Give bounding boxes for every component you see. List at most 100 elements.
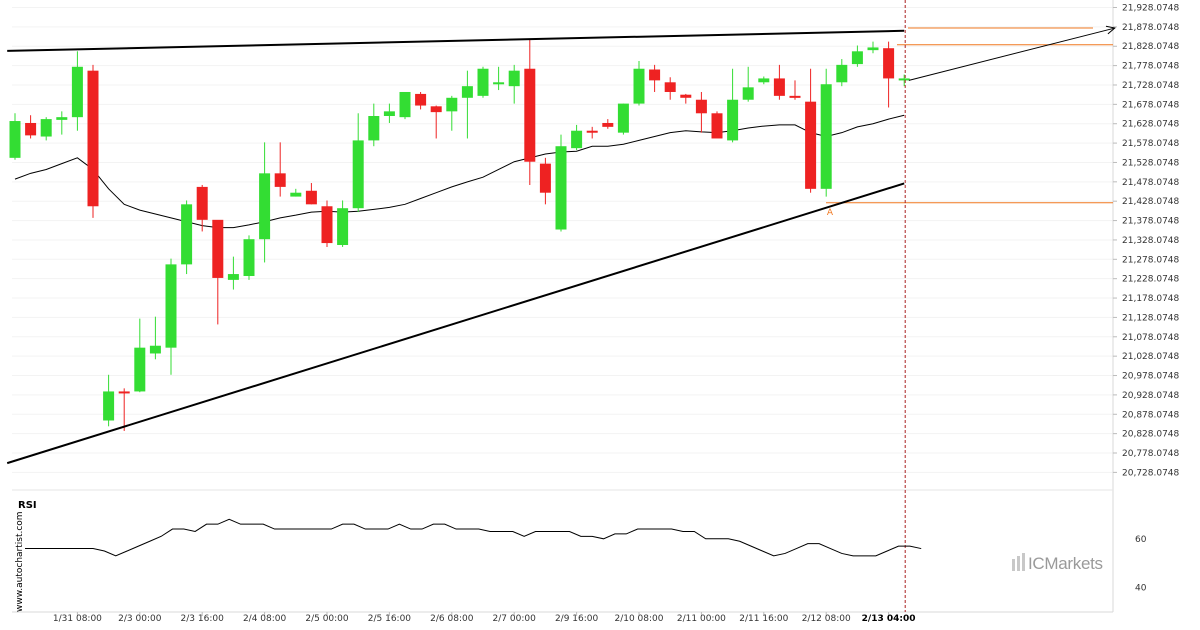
candle-body [758,78,770,83]
bullish-candle [477,66,489,98]
candle-body [851,51,863,65]
y-axis-labels: 21,928.0748 21,878.0748 21,828.0748 21,778.… [1113,4,1180,478]
moving-average-line [14,114,905,229]
y-tick-label: 21,328.0748 [1122,236,1180,246]
candle-body [227,274,239,280]
y-tick-label: 20,828.0748 [1122,430,1180,440]
annotations: A [827,208,834,218]
trend-lines [6,25,1116,465]
candle-body [867,47,879,51]
bullish-candle [337,200,349,247]
x-tick-label: 2/3 00:00 [118,614,162,624]
candle-body [898,78,910,81]
candle-body [134,347,146,392]
candle-body [196,186,208,220]
brand-bar-icon [1017,556,1020,571]
bullish-candle [227,256,239,290]
bullish-candle [758,76,770,85]
candle-body [305,190,317,205]
bullish-candle [633,60,645,106]
candle-body [602,122,614,127]
pattern-point-label: A [827,208,834,218]
bullish-candle [836,59,848,87]
candle-body [711,113,723,139]
y-tick-label: 21,778.0748 [1122,62,1180,72]
bearish-candle [415,91,427,110]
bearish-candle [196,184,208,232]
y-tick-label: 21,178.0748 [1122,294,1180,304]
bearish-candle [711,111,723,139]
y-tick-label: 21,828.0748 [1122,42,1180,52]
candle-body [571,130,583,149]
y-tick-label: 21,478.0748 [1122,178,1180,188]
x-tick-label: 2/11 00:00 [677,614,726,624]
brand-logo: ICMarkets [1012,553,1103,573]
y-tick-label: 21,878.0748 [1122,23,1180,33]
bearish-candle [274,142,286,197]
y-tick-label: 20,928.0748 [1122,391,1180,401]
x-tick-label: 2/6 08:00 [430,614,474,624]
x-tick-label: 1/31 08:00 [53,614,102,624]
y-tick-label: 21,678.0748 [1122,100,1180,110]
bullish-candle [352,113,364,213]
candle-body [742,87,754,100]
candle-body [555,146,567,230]
bullish-candle [820,68,832,197]
bullish-candle [493,66,505,91]
projection-arrow-icon [1105,25,1116,35]
candle-body [508,70,520,87]
bullish-candle [368,103,380,147]
bullish-candle [555,134,567,232]
candle-body [56,117,68,120]
y-tick-label: 21,728.0748 [1122,81,1180,91]
rsi-title: RSI [18,500,37,511]
brand-text: ICMarkets [1028,554,1103,573]
y-tick-label: 21,278.0748 [1122,255,1180,265]
candle-body [337,208,349,246]
rsi-tick-label: 60 [1135,535,1147,545]
y-tick-label: 21,378.0748 [1122,217,1180,227]
bullish-candle [742,66,754,102]
bullish-candle [383,103,395,123]
candle-body [477,68,489,96]
bullish-candle [461,70,473,139]
candle-body [617,103,629,133]
brand-bar-icon [1012,559,1015,571]
candle-body [40,119,52,137]
bearish-candle [539,157,551,205]
candle-body [274,173,286,187]
bearish-candle [87,64,99,218]
bullish-candle [181,200,193,275]
candle-body [446,97,458,112]
candle-body [415,93,427,106]
candle-body [524,68,536,162]
bearish-candle [805,68,817,193]
bearish-candle [430,105,442,139]
bearish-candle [883,41,895,108]
bearish-candle [524,39,536,185]
horizontal-levels [826,27,1113,204]
candle-body [633,68,645,104]
bullish-candle [727,68,739,143]
bullish-candle [617,103,629,135]
bearish-candle [212,219,224,325]
candle-body [71,66,83,118]
x-tick-label: 2/5 16:00 [368,614,412,624]
projection-line [908,27,1115,81]
upper-trend-line [7,29,905,52]
bullish-candle [508,64,520,104]
y-tick-label: 21,428.0748 [1122,197,1180,207]
candle-body [773,78,785,96]
watermark: www.autochartist.com [15,511,25,612]
bullish-candle [134,318,146,393]
x-tick-label: 2/11 16:00 [739,614,788,624]
y-tick-label: 21,228.0748 [1122,275,1180,285]
bearish-candle [602,119,614,129]
candle-body [539,163,551,193]
candle-body [243,239,255,276]
bearish-candle [305,183,317,205]
x-tick-label: 2/13 04:00 [862,614,916,624]
moving-average [14,114,905,229]
bullish-candle [851,45,863,67]
candle-body [680,94,692,98]
